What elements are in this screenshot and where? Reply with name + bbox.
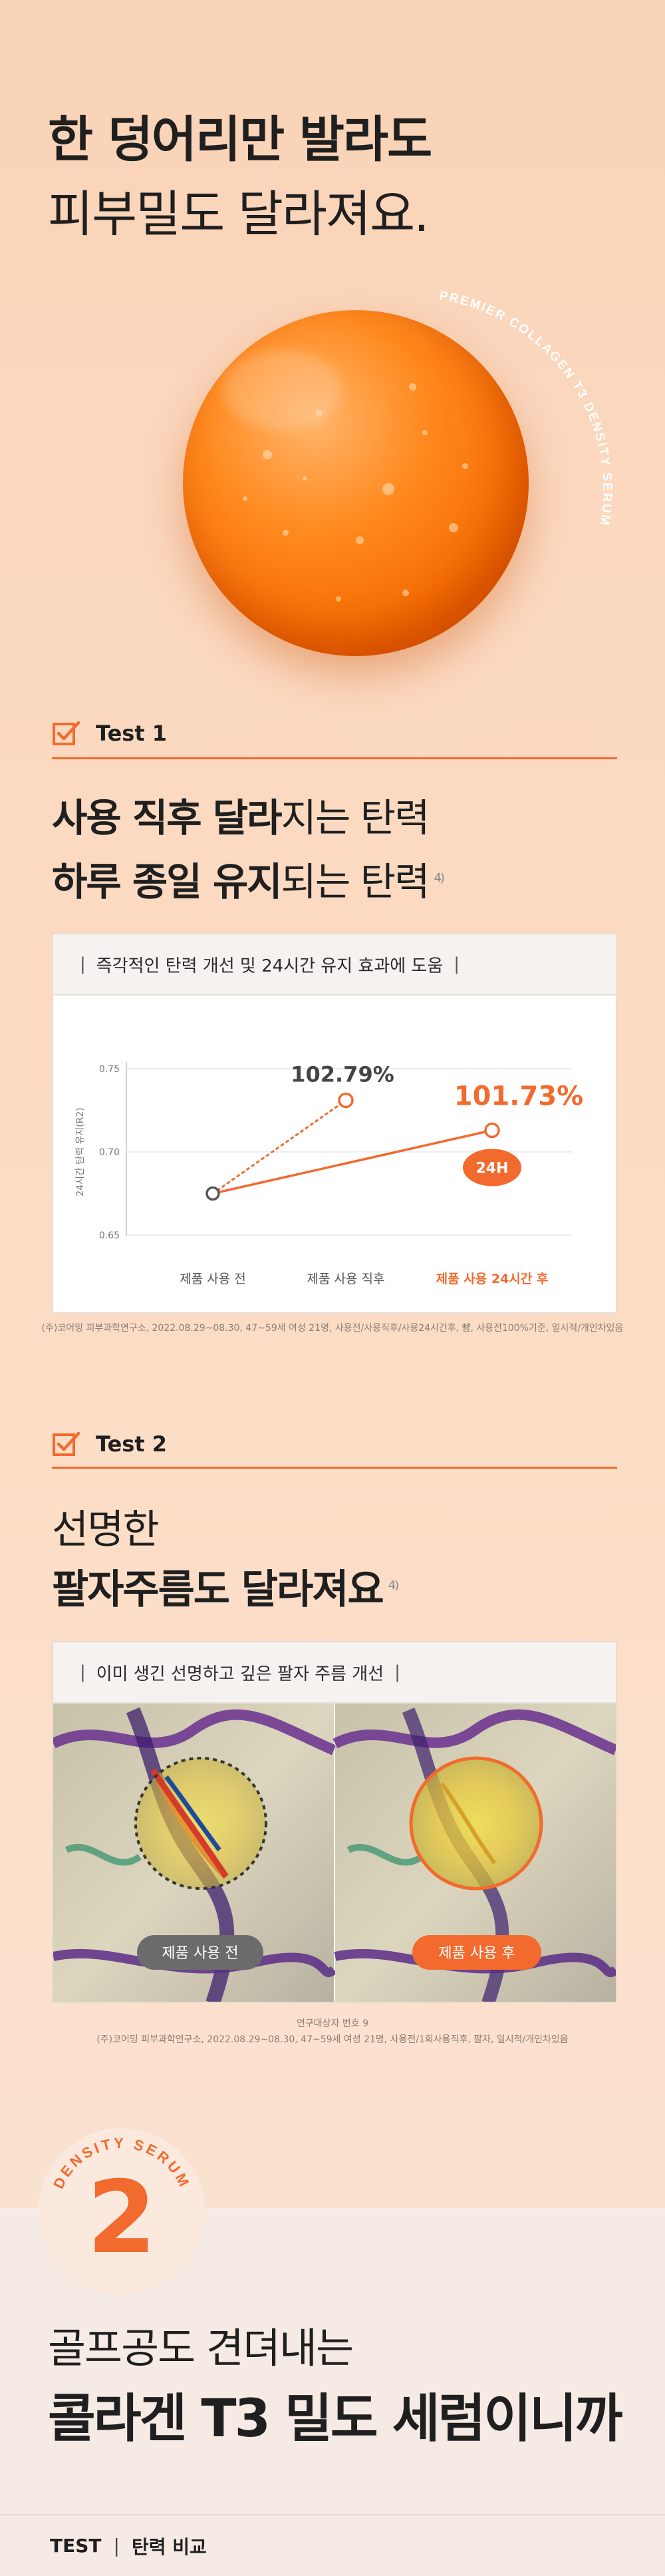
test1-heading-bold2: 하루 종일 유지 [52,859,283,904]
test2-image-box: | 이미 생긴 선명하고 깊은 팔자 주름 개선 | [52,1641,617,2003]
hero-title-line2: 피부밀도 달라져요. [48,186,430,243]
test1-footnote: (주)코어밍 피부과학연구소, 2022.08.29~08.30, 47~59세… [41,1323,624,1334]
test2-header: Test 2 [52,1431,167,1457]
bottom-tab-bar: TEST | 탄력 비교 [0,2514,665,2576]
checkbox-icon [53,721,80,745]
test2-subject-no: 연구대상자 번호 9 [297,2018,368,2029]
series-line-24h [212,1129,493,1195]
y-tick-label: 0.75 [99,1064,120,1075]
test1-heading-line1: 사용 직후 달라지는 탄력 [52,787,430,842]
after-label: 제품 사용 후 [438,1945,515,1962]
test1-box-header: | 즉각적인 탄력 개선 및 24시간 유지 효과에 도움 | [53,934,616,996]
test1-box-title: 즉각적인 탄력 개선 및 24시간 유지 효과에 도움 [96,956,444,976]
bottom-bar-label2: 탄력 비교 [131,2535,207,2558]
test1-divider [52,757,617,759]
x-tick-label: 제품 사용 전 [180,1272,245,1286]
test1-heading-bold1: 사용 직후 달라 [52,795,283,840]
test2-box-header: | 이미 생긴 선명하고 깊은 팔자 주름 개선 | [53,1642,616,1704]
before-image: 제품 사용 전 [53,1704,337,2002]
test2-divider [52,1467,617,1469]
section-badge [39,2128,205,2295]
x-tick-label: 제품 사용 24시간 후 [436,1272,549,1286]
hero-title-line1: 한 덩어리만 발라도 [48,111,432,168]
y-tick-label: 0.65 [99,1230,120,1241]
y-axis-label: 24시간 탄력 유지(R2) [75,1107,86,1196]
test1-chart-box: | 즉각적인 탄력 개선 및 24시간 유지 효과에 도움 | 0.75 0.70… [52,933,617,1314]
test2-label: Test 2 [96,1431,168,1457]
test1-footnote-marker: 4) [434,870,445,885]
bottom-bar-label1: TEST [50,2535,102,2557]
serum-drop-image [183,310,529,656]
test1-heading-line2: 하루 종일 유지되는 탄력 4) [52,850,445,906]
wrinkle-comparison-images: 제품 사용 전 제품 사용 후 [53,1704,616,2002]
data-point-immediate [338,1092,354,1109]
test2-heading-bold: 팔자주름도 달라져요 [52,1566,384,1613]
tag-24h-label: 24H [475,1161,508,1177]
elasticity-line-chart: 0.75 0.70 0.65 24시간 탄력 유지(R2) 제품 사용 전 제품 사용 직… [75,1062,583,1287]
product-arc-text: PREMIER COLLAGEN T3 DENSITY SERUM [438,289,612,528]
section2-heading-line1: 골프공도 견뎌내는 [48,2324,354,2372]
test2-footnote-marker: 4) [388,1578,400,1592]
test2-heading-line2: 팔자주름도 달라져요 4) [52,1557,400,1615]
test1-heading-rest1: 지는 탄력 [281,795,430,840]
product-arc-label: PREMIER COLLAGEN T3 DENSITY SERUM [438,289,614,528]
test2-heading-line1: 선명한 [52,1507,160,1553]
data-point-before [205,1186,220,1201]
x-tick-label: 제품 사용 직후 [307,1272,385,1286]
data-point-24h [484,1122,500,1139]
section-number: 2 [86,2160,157,2276]
checkbox-icon [53,1431,80,1456]
tag-24h-pill [463,1149,521,1187]
test1-heading-rest2: 되는 탄력 [281,859,430,904]
data-label-24h: 101.73% [454,1081,583,1112]
svg-text:PREMIER COLLAGEN T3 DENSITY SE: PREMIER COLLAGEN T3 DENSITY SERUM [438,289,614,528]
data-label-immediate: 102.79% [291,1062,394,1087]
after-image: 제품 사용 후 [332,1704,616,2002]
test1-label: Test 1 [96,721,168,746]
section2-heading-line2: 콜라겐 T3 밀도 세럼이니까 [48,2389,623,2449]
before-label: 제품 사용 전 [162,1945,238,1962]
test2-footnote: (주)코어밍 피부과학연구소, 2022.08.29~08.30, 47~59세… [96,2034,569,2045]
y-tick-label: 0.70 [99,1147,120,1158]
test2-box-title: 이미 생긴 선명하고 깊은 팔자 주름 개선 [96,1664,384,1684]
test1-header: Test 1 [52,720,167,747]
badge-arc-label: DENSITY SERUM [50,2135,191,2191]
bottom-bar-separator: | [113,2535,120,2557]
